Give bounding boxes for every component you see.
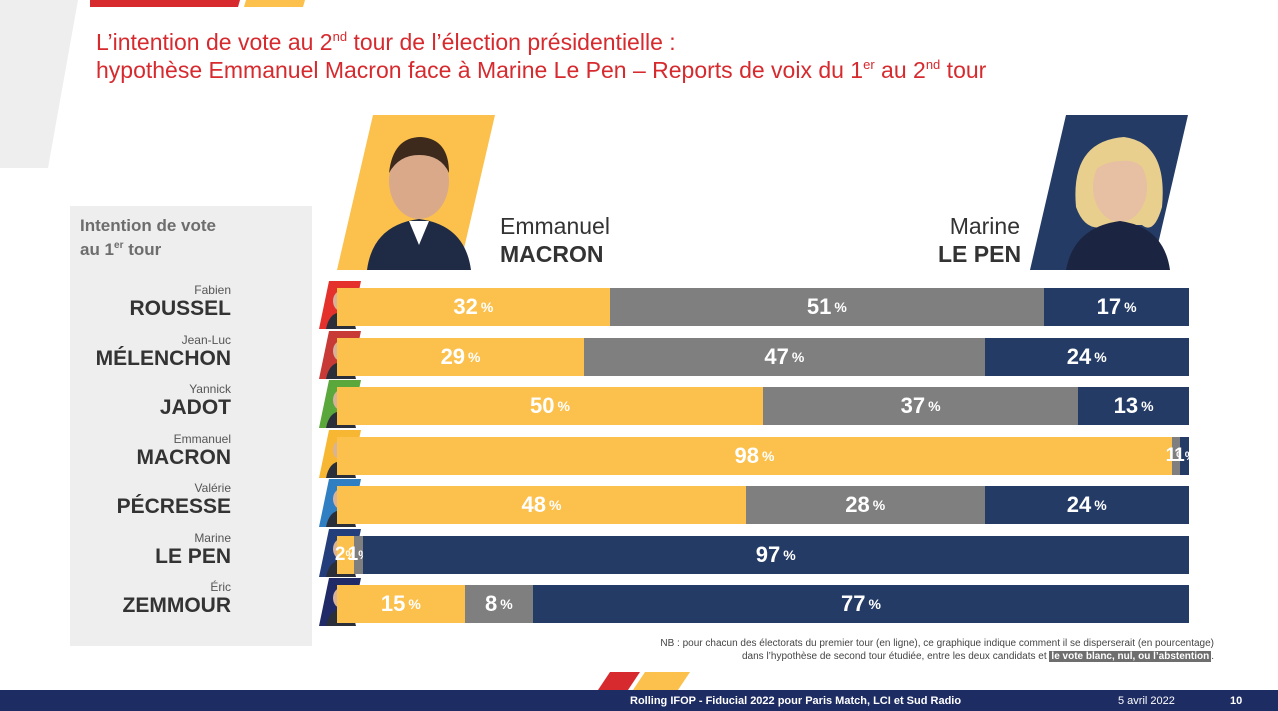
candidate-label: Jean-Luc MÉLENCHON — [96, 333, 231, 371]
bar-value-label: 17 — [1096, 294, 1122, 319]
candidate-last-name: MÉLENCHON — [95, 346, 231, 370]
bar-value-label: 50 — [530, 393, 555, 418]
percent-sign: % — [1094, 348, 1107, 365]
bar-value-label: 37 — [900, 393, 926, 418]
page-title: L’intention de vote au 2nd tour de l’éle… — [96, 28, 986, 84]
bar-segment: 28% — [745, 486, 985, 524]
bar-segment: 15% — [337, 585, 465, 623]
panel-title: Intention de vote au 1er tour — [80, 216, 216, 259]
bar-value-label: 47 — [764, 343, 789, 369]
percent-sign: % — [480, 299, 494, 315]
bar-value-label: 8 — [485, 591, 498, 616]
candidate-last-name: PÉCRESSE — [116, 495, 231, 518]
lepen-portrait — [1030, 115, 1188, 270]
bar-value-label: 29 — [440, 343, 466, 369]
bar-value-label: 51 — [806, 294, 832, 319]
percent-sign: % — [500, 596, 513, 612]
bar-segment: 8% — [464, 585, 533, 623]
candidate-first-name: Emmanuel — [173, 431, 231, 446]
bar-segment: 13% — [1078, 387, 1189, 425]
bar-segment: 32% — [337, 288, 610, 326]
bar-value-label: 98 — [734, 442, 759, 468]
lepen-header-name: Marine LE PEN — [938, 213, 1022, 267]
percent-sign: % — [408, 596, 421, 612]
candidate-last-name: JADOT — [159, 396, 231, 419]
footer-band — [0, 690, 1278, 711]
bar-value-label: 13 — [1113, 393, 1139, 418]
macron-header-name: Emmanuel MACRON — [500, 213, 610, 267]
footnote: NB : pour chacun des électorats du premi… — [660, 638, 1214, 662]
percent-sign: % — [761, 447, 775, 464]
percent-sign: % — [1184, 448, 1196, 463]
percent-sign: % — [783, 546, 796, 563]
percent-sign: % — [345, 547, 357, 562]
percent-sign: % — [834, 299, 847, 315]
candidate-label: Éric ZEMMOUR — [123, 580, 232, 618]
bar-segment: 51% — [609, 288, 1045, 326]
percent-sign: % — [872, 497, 886, 513]
candidate-first-name: Marine — [194, 530, 231, 545]
candidate-label: Fabien ROUSSEL — [129, 283, 231, 321]
first-round-panel: Intention de vote au 1er tour Fabien ROUS… — [70, 206, 361, 646]
bar-segment: 50% — [337, 387, 763, 425]
bar-value-label: 24 — [1066, 492, 1092, 517]
corner-grey-shape — [0, 0, 78, 168]
corner-color-stripe — [90, 0, 305, 7]
bar-value-label: 1 — [347, 543, 359, 565]
bar-segment: 24% — [984, 337, 1189, 376]
candidate-first-name: Jean-Luc — [181, 332, 231, 347]
percent-sign: % — [468, 348, 481, 365]
candidate-last-name: ROUSSEL — [129, 297, 231, 320]
candidate-last-name: LE PEN — [155, 544, 231, 568]
bar-segment: 17% — [1044, 288, 1189, 326]
candidate-first-name: Valérie — [194, 481, 231, 495]
title-line-2: hypothèse Emmanuel Macron face à Marine … — [96, 57, 987, 83]
candidate-label: Marine LE PEN — [155, 531, 231, 569]
bar-segment: 47% — [584, 337, 985, 376]
bar-segment: 98% — [337, 436, 1172, 475]
candidate-label: Valérie PÉCRESSE — [117, 481, 231, 519]
bar-value-label: 2 — [334, 543, 346, 565]
percent-sign: % — [557, 398, 570, 414]
bar-segment: 97% — [362, 535, 1189, 574]
bar-value-label: 24 — [1066, 343, 1092, 369]
bar-segment: 37% — [763, 387, 1079, 425]
candidate-first-name: Yannick — [189, 382, 231, 396]
bar-segment: 48% — [337, 486, 746, 524]
bar-value-label: 15 — [380, 591, 406, 616]
bar-segment: 29% — [337, 337, 585, 376]
bar-value-label: 48 — [521, 492, 546, 517]
candidate-first-name: Fabien — [194, 283, 231, 297]
candidate-last-name: MACRON — [136, 445, 232, 469]
bar-value-label: 32 — [453, 294, 478, 319]
bar-value-label: 1 — [1174, 444, 1185, 466]
percent-sign: % — [1124, 299, 1137, 315]
candidate-label: Emmanuel MACRON — [137, 432, 232, 470]
bar-segment: 1% — [348, 535, 369, 574]
title-line-1: L’intention de vote au 2nd tour de l’éle… — [96, 29, 676, 55]
page-number: 10 — [1230, 695, 1243, 707]
bar-value-label: 1 — [1165, 444, 1177, 466]
bar-value-label: 77 — [841, 591, 866, 616]
percent-sign: % — [928, 398, 941, 414]
bar-segment: 24% — [984, 486, 1189, 524]
bar-segment: 1% — [1174, 436, 1195, 475]
footer-date: 5 avril 2022 — [1118, 695, 1175, 707]
bar-segment: 77% — [532, 585, 1189, 623]
bar-value-label: 28 — [845, 492, 870, 517]
bar-value-label: 97 — [755, 541, 781, 567]
percent-sign: % — [1094, 497, 1107, 513]
candidate-first-name: Éric — [210, 580, 231, 594]
bar-segment: 2% — [334, 535, 357, 574]
percent-sign: % — [791, 348, 805, 365]
candidate-label: Yannick JADOT — [160, 382, 231, 420]
candidate-last-name: ZEMMOUR — [122, 594, 232, 617]
percent-sign: % — [868, 596, 881, 612]
percent-sign: % — [548, 497, 562, 513]
percent-sign: % — [1141, 398, 1154, 414]
macron-portrait — [337, 115, 495, 270]
stacked-bar-chart: 32%51%17%29%47%24%50%37%13%98%1%1%48%28%… — [334, 288, 1195, 624]
footer-source: Rolling IFOP - Fiducial 2022 pour Paris … — [630, 695, 962, 707]
